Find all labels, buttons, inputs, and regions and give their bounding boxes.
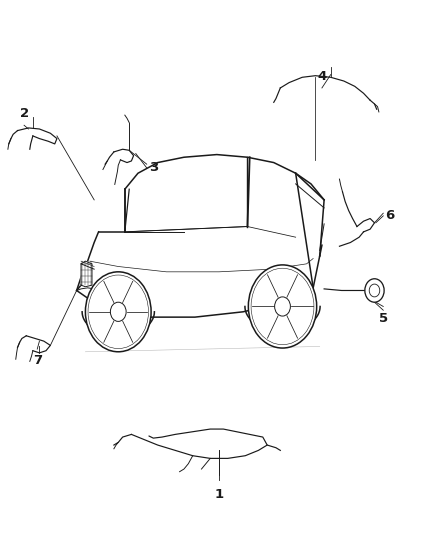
Circle shape <box>275 297 290 316</box>
Text: 7: 7 <box>33 354 42 367</box>
Text: 6: 6 <box>385 209 395 222</box>
Circle shape <box>110 302 126 321</box>
Circle shape <box>365 279 384 302</box>
Text: 2: 2 <box>20 107 28 120</box>
Text: 5: 5 <box>379 312 388 325</box>
Text: 3: 3 <box>149 161 158 174</box>
Text: 1: 1 <box>215 488 223 500</box>
Text: 4: 4 <box>317 70 327 83</box>
Circle shape <box>369 284 380 297</box>
Circle shape <box>85 272 151 352</box>
Polygon shape <box>81 261 92 287</box>
Circle shape <box>248 265 317 348</box>
